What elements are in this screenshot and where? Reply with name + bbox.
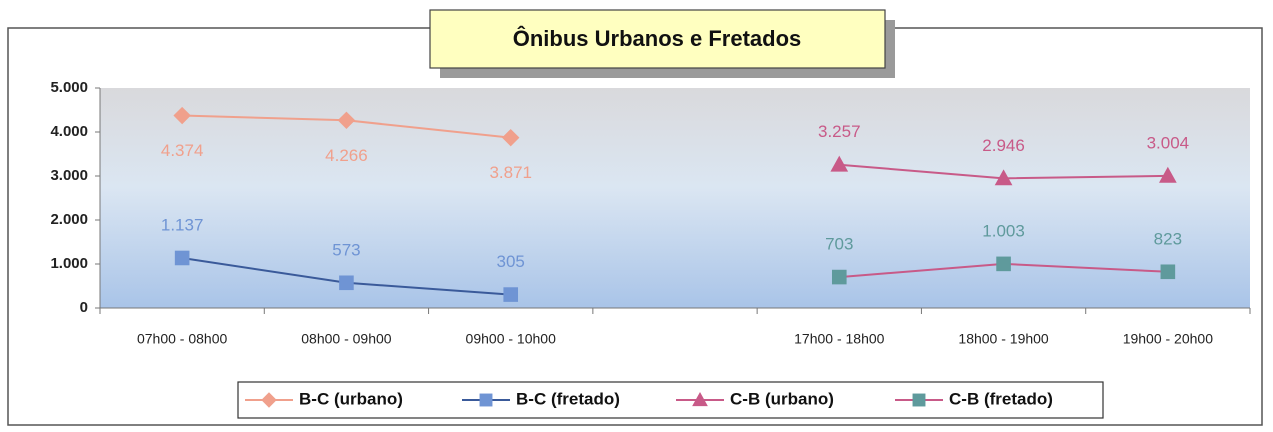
marker bbox=[912, 393, 926, 407]
marker bbox=[1160, 264, 1176, 280]
data-label: 4.374 bbox=[161, 141, 204, 160]
data-label: 823 bbox=[1154, 229, 1182, 248]
legend-label: C-B (fretado) bbox=[949, 389, 1053, 408]
title-box bbox=[429, 9, 886, 69]
data-label: 1.003 bbox=[982, 221, 1025, 240]
legend-label: B-C (fretado) bbox=[516, 389, 620, 408]
marker bbox=[692, 391, 708, 407]
marker bbox=[173, 106, 191, 125]
x-tick-label: 08h00 - 09h00 bbox=[301, 331, 392, 347]
data-label: 703 bbox=[825, 235, 853, 254]
marker bbox=[830, 155, 849, 172]
marker bbox=[996, 256, 1011, 272]
marker bbox=[337, 111, 356, 130]
legend-box bbox=[237, 381, 1104, 419]
legend-label: B-C (urbano) bbox=[299, 389, 403, 408]
x-tick-label: 19h00 - 20h00 bbox=[1123, 331, 1214, 347]
x-tick-label: 09h00 - 10h00 bbox=[466, 331, 557, 347]
marker bbox=[1159, 166, 1177, 183]
marker bbox=[503, 287, 519, 302]
marker bbox=[994, 169, 1013, 186]
marker bbox=[261, 392, 277, 408]
y-tick-label: 0 bbox=[80, 299, 88, 316]
x-tick-label: 18h00 - 19h00 bbox=[958, 331, 1049, 347]
y-tick-label: 4.000 bbox=[50, 123, 88, 140]
plot-area bbox=[100, 88, 1250, 308]
y-tick-label: 2.000 bbox=[50, 211, 88, 228]
data-label: 3.004 bbox=[1147, 133, 1190, 152]
data-label: 305 bbox=[497, 252, 525, 271]
marker bbox=[174, 250, 190, 266]
legend-label: C-B (urbano) bbox=[730, 389, 834, 408]
y-tick-label: 3.000 bbox=[50, 167, 88, 184]
data-label: 573 bbox=[332, 240, 360, 259]
y-tick-label: 1.000 bbox=[50, 255, 88, 272]
x-tick-label: 17h00 - 18h00 bbox=[794, 331, 885, 347]
data-label: 2.946 bbox=[982, 136, 1025, 155]
marker bbox=[831, 269, 847, 285]
marker bbox=[339, 275, 354, 291]
marker bbox=[502, 128, 520, 147]
data-label: 3.257 bbox=[818, 122, 861, 141]
marker bbox=[479, 393, 493, 407]
data-label: 1.137 bbox=[161, 215, 204, 234]
data-label: 4.266 bbox=[325, 146, 368, 165]
y-tick-label: 5.000 bbox=[50, 79, 88, 96]
chart-title: Ônibus Urbanos e Fretados bbox=[513, 26, 802, 51]
x-tick-label: 07h00 - 08h00 bbox=[137, 331, 228, 347]
data-label: 3.871 bbox=[489, 163, 532, 182]
